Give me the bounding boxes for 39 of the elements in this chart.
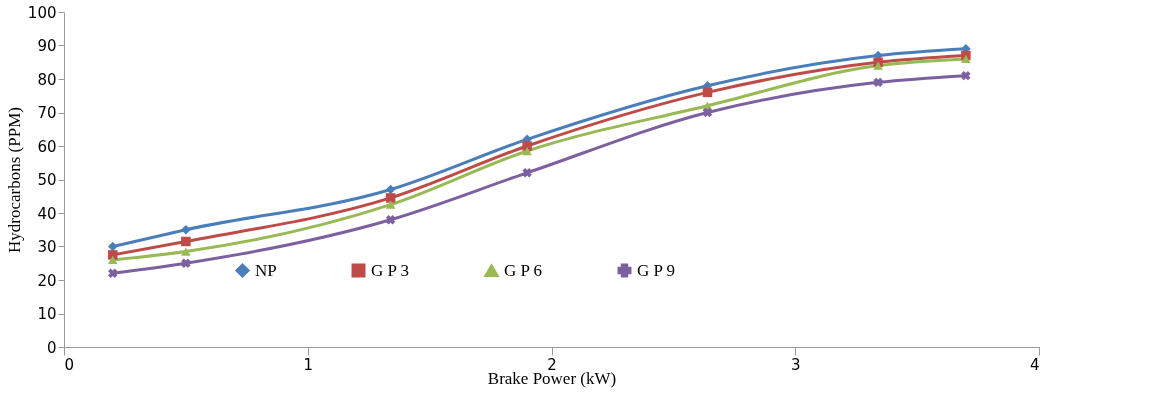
point xyxy=(385,193,396,203)
y-tick-label: 90 xyxy=(37,37,57,55)
y-tick-label: 10 xyxy=(37,305,57,323)
point xyxy=(181,258,191,268)
legend-label: NP xyxy=(255,260,277,280)
point xyxy=(961,70,971,81)
point xyxy=(702,87,713,98)
point xyxy=(522,168,532,178)
point xyxy=(385,200,396,209)
y-tick-label: 30 xyxy=(37,238,57,256)
y-tick-label: 100 xyxy=(27,3,57,22)
x-tick-label: 1 xyxy=(303,355,314,374)
point xyxy=(108,255,118,265)
y-tick-label: 80 xyxy=(37,70,57,89)
legend-label: G P 3 xyxy=(371,260,410,280)
point xyxy=(702,107,713,118)
point xyxy=(181,247,191,256)
y-tick-label: 70 xyxy=(37,104,57,122)
y-tick-label: 40 xyxy=(37,204,57,223)
point xyxy=(385,215,396,225)
legend-label: G P 6 xyxy=(504,260,543,280)
y-tick-label: 60 xyxy=(37,137,57,156)
y-axis-title: Hydrocarbons (PPM) xyxy=(4,107,24,253)
y-tick-label: 20 xyxy=(37,271,57,290)
point xyxy=(961,54,971,64)
point xyxy=(873,61,883,70)
x-tick-label: 3 xyxy=(790,355,801,374)
x-tick-label: 0 xyxy=(64,355,75,374)
point xyxy=(522,146,532,156)
x-tick-label: 2 xyxy=(547,355,557,374)
y-tick-label: 50 xyxy=(37,171,57,189)
x-tick-label: 4 xyxy=(1029,355,1040,374)
legend-label: G P 9 xyxy=(637,260,676,280)
point xyxy=(873,77,883,88)
point xyxy=(522,141,532,151)
point xyxy=(181,225,191,235)
y-tick-label: 0 xyxy=(46,338,57,357)
point xyxy=(181,236,191,247)
point xyxy=(108,268,118,278)
